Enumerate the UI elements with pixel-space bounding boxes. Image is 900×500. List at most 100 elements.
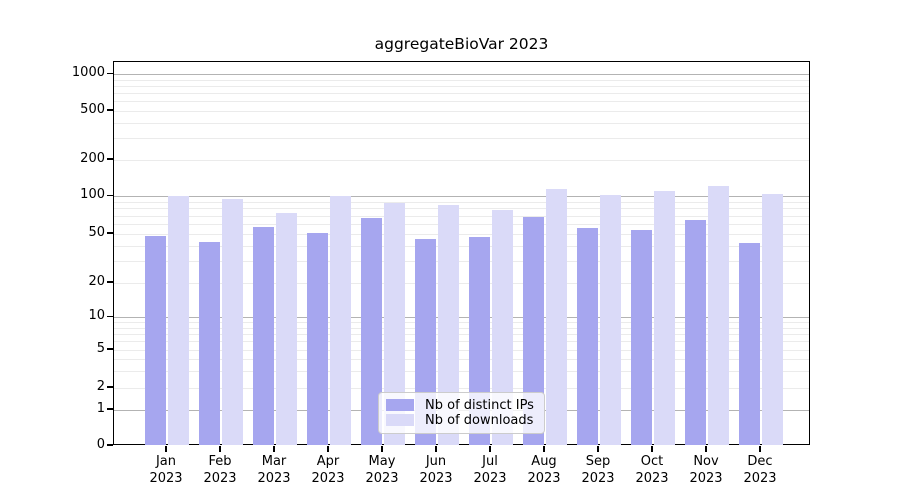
y-tick-label-200: 200 bbox=[80, 150, 105, 166]
bar-distinct-ips-nov bbox=[685, 219, 706, 445]
x-tick-label-jul: Jul 2023 bbox=[473, 454, 507, 486]
y-tick-mark bbox=[106, 194, 113, 197]
legend-item-distinct-ips: Nb of distinct IPs bbox=[386, 398, 537, 413]
y-gridline-minor bbox=[114, 208, 809, 210]
x-tick-label-sep: Sep 2023 bbox=[581, 454, 615, 486]
bar-downloads-jan bbox=[168, 195, 189, 445]
y-gridline-minor bbox=[114, 101, 809, 103]
x-tick-label-oct: Oct 2023 bbox=[635, 454, 669, 486]
y-gridline-minor bbox=[114, 201, 809, 203]
y-gridline-major bbox=[114, 196, 809, 198]
y-gridline-minor bbox=[114, 223, 809, 225]
y-tick-mark bbox=[106, 109, 113, 111]
y-tick-mark bbox=[106, 72, 113, 75]
y-gridline-minor bbox=[114, 349, 809, 351]
bar-distinct-ips-dec bbox=[739, 242, 760, 445]
bar-distinct-ips-jan bbox=[145, 235, 166, 445]
x-tick-mark bbox=[705, 445, 707, 452]
x-tick-label-aug: Aug 2023 bbox=[527, 454, 561, 486]
y-gridline-minor bbox=[114, 333, 809, 335]
bar-distinct-ips-mar bbox=[253, 226, 274, 445]
x-tick-label-dec: Dec 2023 bbox=[743, 454, 777, 486]
bar-downloads-may bbox=[384, 202, 405, 445]
bar-downloads-oct bbox=[654, 191, 675, 445]
y-tick-label-50: 50 bbox=[88, 224, 105, 240]
bar-downloads-dec bbox=[762, 194, 783, 445]
y-tick-label-1: 1 bbox=[96, 400, 105, 416]
x-tick-mark bbox=[489, 445, 491, 452]
y-tick-mark bbox=[106, 281, 113, 283]
x-tick-mark bbox=[759, 445, 761, 452]
x-tick-label-feb: Feb 2023 bbox=[203, 454, 237, 486]
x-tick-label-nov: Nov 2023 bbox=[689, 454, 723, 486]
y-tick-label-5: 5 bbox=[96, 340, 105, 356]
y-gridline-minor bbox=[114, 358, 809, 360]
legend: Nb of distinct IPs Nb of downloads bbox=[378, 391, 545, 434]
bar-downloads-feb bbox=[222, 198, 243, 445]
y-tick-label-500: 500 bbox=[80, 101, 105, 117]
y-gridline-minor bbox=[114, 159, 809, 161]
y-tick-mark bbox=[106, 158, 113, 160]
y-gridline-minor bbox=[114, 93, 809, 95]
x-tick-mark bbox=[435, 445, 437, 452]
x-tick-label-apr: Apr 2023 bbox=[311, 454, 345, 486]
y-tick-label-2: 2 bbox=[96, 378, 105, 394]
y-gridline-major bbox=[114, 74, 809, 76]
bar-distinct-ips-apr bbox=[307, 232, 328, 445]
legend-label: Nb of downloads bbox=[425, 412, 534, 428]
y-gridline-minor bbox=[114, 138, 809, 140]
x-tick-label-mar: Mar 2023 bbox=[257, 454, 291, 486]
y-gridline-minor bbox=[114, 79, 809, 81]
plot-area bbox=[113, 60, 810, 445]
x-tick-label-jan: Jan 2023 bbox=[149, 454, 183, 486]
y-tick-mark bbox=[106, 315, 113, 318]
x-tick-mark bbox=[597, 445, 599, 452]
bar-downloads-nov bbox=[708, 185, 729, 445]
y-tick-mark bbox=[106, 348, 113, 350]
y-tick-mark bbox=[106, 232, 113, 234]
x-tick-mark bbox=[327, 445, 329, 452]
y-gridline-minor bbox=[114, 215, 809, 217]
bar-distinct-ips-aug bbox=[523, 217, 544, 445]
legend-swatch-downloads bbox=[386, 414, 414, 426]
y-gridline-minor bbox=[114, 322, 809, 324]
y-tick-label-100: 100 bbox=[80, 187, 105, 203]
legend-swatch-distinct-ips bbox=[386, 399, 414, 411]
y-tick-label-10: 10 bbox=[88, 308, 105, 324]
y-gridline-minor bbox=[114, 110, 809, 112]
y-gridline-minor bbox=[114, 341, 809, 343]
bar-downloads-apr bbox=[330, 196, 351, 445]
chart-title: aggregateBioVar 2023 bbox=[374, 35, 549, 53]
x-tick-mark bbox=[165, 445, 167, 452]
bar-distinct-ips-sep bbox=[577, 227, 598, 445]
y-gridline-minor bbox=[114, 233, 809, 235]
x-tick-mark bbox=[219, 445, 221, 452]
y-gridline-minor bbox=[114, 122, 809, 124]
y-gridline-minor bbox=[114, 245, 809, 247]
y-tick-label-0: 0 bbox=[96, 436, 105, 452]
bar-downloads-sep bbox=[600, 195, 621, 445]
bar-downloads-jul bbox=[492, 209, 513, 445]
x-tick-label-jun: Jun 2023 bbox=[419, 454, 453, 486]
bar-downloads-aug bbox=[546, 188, 567, 445]
y-tick-label-20: 20 bbox=[88, 273, 105, 289]
y-gridline-minor bbox=[114, 387, 809, 389]
legend-label: Nb of distinct IPs bbox=[425, 397, 534, 413]
bar-distinct-ips-oct bbox=[631, 229, 652, 445]
y-tick-label-1000: 1000 bbox=[71, 65, 105, 81]
x-tick-mark bbox=[273, 445, 275, 452]
legend-item-downloads: Nb of downloads bbox=[386, 413, 537, 428]
bar-distinct-ips-feb bbox=[199, 241, 220, 445]
y-tick-mark bbox=[106, 386, 113, 388]
y-tick-mark bbox=[106, 444, 113, 446]
x-tick-label-may: May 2023 bbox=[365, 454, 399, 486]
bar-downloads-mar bbox=[276, 213, 297, 445]
y-gridline-minor bbox=[114, 260, 809, 262]
y-gridline-minor bbox=[114, 282, 809, 284]
y-gridline-minor bbox=[114, 85, 809, 87]
y-gridline-minor bbox=[114, 370, 809, 372]
x-tick-mark bbox=[381, 445, 383, 452]
y-gridline-minor bbox=[114, 327, 809, 329]
x-tick-mark bbox=[543, 445, 545, 452]
